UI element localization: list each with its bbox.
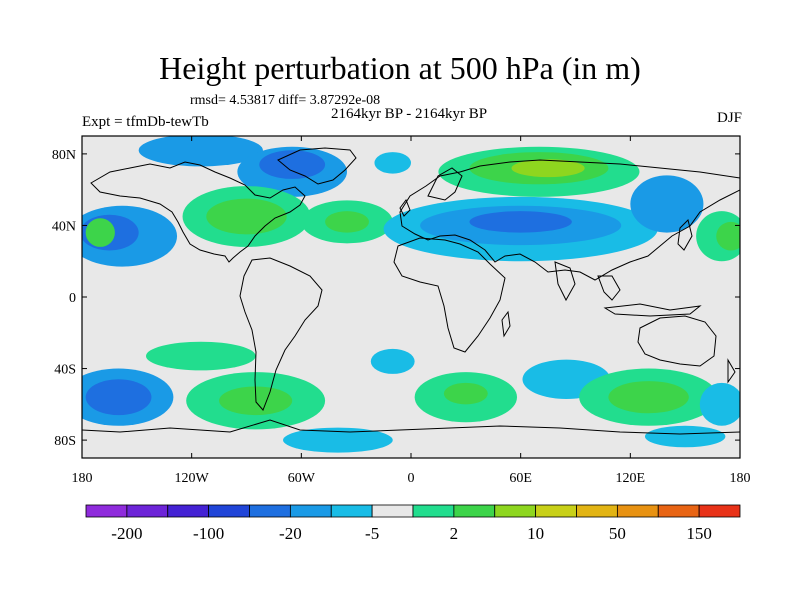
contour-region-8 <box>206 198 287 235</box>
contour-region-18 <box>716 221 740 251</box>
colorbar-label: 10 <box>527 524 544 543</box>
colorbar-swatch <box>698 504 741 518</box>
contour-region-33 <box>644 425 726 448</box>
colorbar-swatch <box>616 504 659 518</box>
colorbar-swatch <box>576 504 618 518</box>
contour-region-16 <box>630 175 704 233</box>
colorbar-swatch <box>535 504 577 518</box>
contour-region-25 <box>370 348 415 374</box>
colorbar-label: 2 <box>450 524 459 543</box>
colorbar-swatch <box>330 504 373 518</box>
contour-region-6 <box>511 159 585 178</box>
coastline-eurasia <box>399 159 740 281</box>
contour-region-2 <box>259 150 326 179</box>
period-label: 2164kyr BP - 2164kyr BP <box>330 106 488 122</box>
coastline-antarctica <box>82 419 740 435</box>
contour-region-31 <box>699 382 740 426</box>
coastline-north-america <box>90 161 306 263</box>
stats-text: rmsd= 4.53817 diff= 3.87292e-08 <box>190 93 381 108</box>
lon-tick-label: 180 <box>72 471 93 486</box>
colorbar-label: -20 <box>279 524 302 543</box>
lat-tick-label: 40N <box>52 219 76 234</box>
colorbar-label: 50 <box>609 524 626 543</box>
coastline-south-america <box>239 257 323 411</box>
colorbar-label: -200 <box>111 524 142 543</box>
contour-region-15 <box>469 211 572 233</box>
colorbar-label: -5 <box>365 524 379 543</box>
contour-region-22 <box>145 341 256 371</box>
coastline-africa <box>393 237 506 353</box>
coastline-britain <box>399 198 411 217</box>
colorbar-swatch <box>657 504 700 518</box>
coastline-india <box>554 261 576 302</box>
colorbar: -200 -100 -20 -5 2 10 50 150 <box>85 504 741 543</box>
colorbar-swatch <box>126 504 169 518</box>
colorbar-label: -100 <box>193 524 224 543</box>
lon-tick-label: 120E <box>616 471 646 486</box>
coastline-australia <box>637 315 717 367</box>
coastline-madagascar <box>501 310 511 338</box>
colorbar-swatch <box>371 504 414 518</box>
lon-tick-label: 0 <box>408 471 415 486</box>
lon-tick-label: 60W <box>288 471 316 486</box>
colorbar-swatch <box>412 504 455 518</box>
contour-region-3 <box>374 152 411 174</box>
contour-region-32 <box>283 427 393 453</box>
coastline-indonesia <box>603 303 702 317</box>
season-label: DJF <box>716 110 742 126</box>
axes-layer: 80N 40N 0 40S 80S 180 120W 60W 0 60E 120E 180 <box>52 136 751 486</box>
contour-region-21 <box>85 379 152 416</box>
lat-tick-label: 40S <box>54 363 76 378</box>
contour-region-19 <box>85 218 115 247</box>
chart-title: Height perturbation at 500 hPa (in m) <box>159 50 641 86</box>
contour-region-27 <box>443 382 488 405</box>
colorbar-swatch <box>249 504 291 518</box>
coastline-greenland <box>277 147 357 185</box>
coastline-layer <box>82 147 740 435</box>
colorbar-swatch <box>208 504 250 518</box>
contour-fill-layer <box>82 136 740 453</box>
colorbar-label: 150 <box>686 524 712 543</box>
contour-region-0 <box>138 136 263 167</box>
lat-tick-label: 80N <box>52 148 76 163</box>
colorbar-swatch <box>453 504 496 518</box>
colorbar-swatch <box>289 504 332 518</box>
coastline-japan <box>677 219 693 251</box>
lon-tick-label: 60E <box>509 471 532 486</box>
colorbar-swatch <box>494 504 537 518</box>
coastline-new-zealand <box>727 358 736 384</box>
lon-tick-label: 120W <box>175 471 210 486</box>
contour-region-10 <box>325 211 369 233</box>
coastline-scandinavia <box>427 167 463 201</box>
colorbar-swatch <box>85 504 128 518</box>
lat-tick-label: 80S <box>54 434 76 449</box>
experiment-label: Expt = tfmDb-tewTb <box>82 114 209 130</box>
lat-tick-label: 0 <box>69 291 76 306</box>
coastline-se-asia <box>597 275 621 301</box>
colorbar-swatch <box>167 504 210 518</box>
contour-region-30 <box>608 381 689 414</box>
lon-tick-label: 180 <box>730 471 751 486</box>
